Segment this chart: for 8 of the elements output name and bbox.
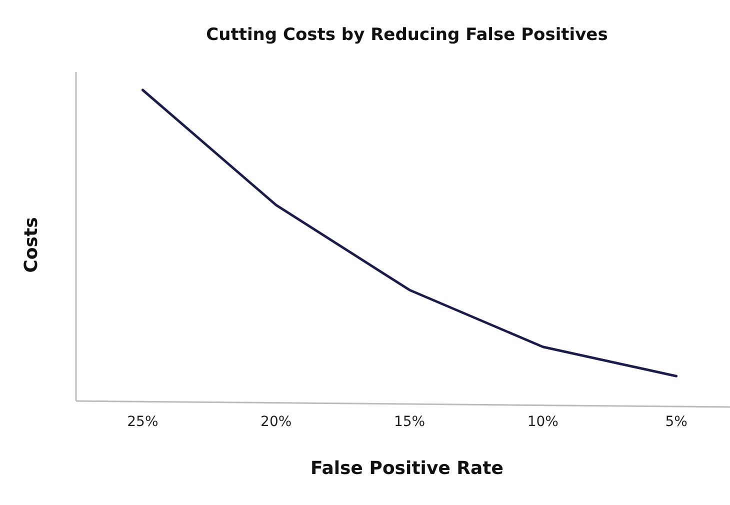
x-tick-label: 20% <box>260 414 292 430</box>
x-tick-label: 15% <box>394 414 426 430</box>
y-axis-title: Costs <box>21 217 42 273</box>
x-tick-label: 5% <box>665 414 688 430</box>
x-tick-label: 10% <box>527 414 558 430</box>
x-axis-title: False Positive Rate <box>310 458 504 479</box>
x-tick-label: 25% <box>127 414 158 430</box>
chart-title: Cutting Costs by Reducing False Positives <box>206 25 608 45</box>
